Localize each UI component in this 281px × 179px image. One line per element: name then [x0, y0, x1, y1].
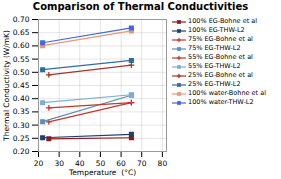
- svg-text:0.55: 0.55: [13, 55, 30, 64]
- html-text:100% water-THW-L2: 100% water-THW-L2: [188, 98, 254, 106]
- svg-text:70: 70: [137, 159, 147, 168]
- html-text:55% EG-THW-L2: 55% EG-THW-L2: [188, 62, 241, 70]
- svg-text:20: 20: [34, 159, 44, 168]
- svg-text:0.25: 0.25: [13, 134, 30, 143]
- html-text:100% EG-Bohne et al: 100% EG-Bohne et al: [188, 17, 258, 25]
- svg-text:0.60: 0.60: [13, 41, 30, 50]
- svg-text:50: 50: [96, 159, 106, 168]
- svg-text:0.45: 0.45: [13, 81, 30, 90]
- svg-text:0.20: 0.20: [13, 147, 30, 156]
- html-text:75% EG-Bohne et al: 75% EG-Bohne et al: [188, 35, 253, 43]
- svg-text:80: 80: [158, 159, 168, 168]
- svg-text:0.50: 0.50: [13, 68, 30, 77]
- html-text:Comparison of Thermal Conducti: Comparison of Thermal Conductivities: [32, 1, 249, 12]
- svg-text:30: 30: [54, 159, 64, 168]
- svg-text:0.65: 0.65: [13, 28, 30, 37]
- html-text:100% water-Bohne et al: 100% water-Bohne et al: [188, 89, 266, 97]
- html-text:25% EG-THW-L2: 25% EG-THW-L2: [188, 80, 241, 88]
- html-text:55% EG-Bohne et al: 55% EG-Bohne et al: [188, 53, 253, 61]
- svg-text:0.70: 0.70: [13, 15, 30, 24]
- html-text:100% EG-THW-L2: 100% EG-THW-L2: [188, 26, 245, 34]
- svg-text:0.30: 0.30: [13, 121, 30, 130]
- svg-text:Thermal Conductivity (W/mK): Thermal Conductivity (W/mK): [2, 30, 11, 142]
- html-text:75% EG-THW-L2: 75% EG-THW-L2: [188, 44, 241, 52]
- svg-text:40: 40: [75, 159, 85, 168]
- svg-text:0.40: 0.40: [13, 94, 30, 103]
- html-text:25% EG-Bohne et al: 25% EG-Bohne et al: [188, 71, 253, 79]
- svg-text:Temperature (°C): Temperature (°C): [68, 168, 136, 177]
- svg-text:60: 60: [116, 159, 126, 168]
- svg-text:0.35: 0.35: [13, 107, 30, 116]
